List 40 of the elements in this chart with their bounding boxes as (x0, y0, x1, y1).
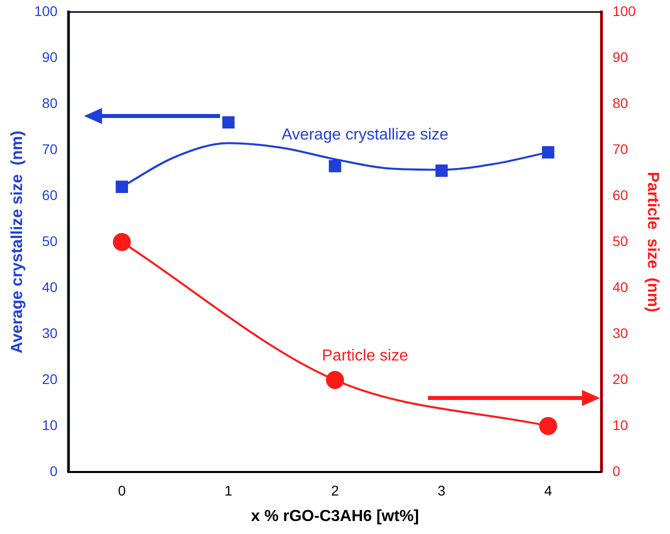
y-tick-label: 80 (42, 94, 58, 111)
y2-tick-label: 80 (612, 94, 628, 111)
y-tick-label: 0 (50, 462, 58, 479)
x-tick-label: 4 (544, 482, 552, 498)
x-tick-label: 0 (118, 482, 126, 498)
y2-tick-label: 70 (612, 140, 628, 157)
y-tick-label: 60 (42, 186, 58, 203)
y-tick-label: 50 (42, 232, 58, 249)
y2-tick-label: 30 (612, 324, 628, 341)
y-tick-label: 10 (42, 416, 58, 433)
y2-tick-label: 20 (612, 370, 628, 387)
y-tick-label: 100 (34, 2, 58, 19)
y-axis-title: Average crystallize size (nm) (9, 130, 26, 354)
y2-tick-label: 50 (612, 232, 628, 249)
point (116, 180, 128, 193)
y2-tick-label: 0 (612, 462, 620, 479)
y2-tick-label: 40 (612, 278, 628, 295)
y2-tick-label: 60 (612, 186, 628, 203)
point (222, 116, 235, 129)
y-tick-label: 70 (42, 140, 58, 157)
point (539, 417, 558, 435)
y-tick-label: 30 (42, 324, 58, 341)
x-axis-title: x % rGO-C3AH6 [wt%] (250, 508, 420, 525)
y2-axis-title: Particle size (nm) (644, 172, 661, 312)
point (435, 164, 448, 177)
point (542, 146, 554, 158)
y2-tick-label: 100 (612, 2, 636, 19)
y2-tick-label: 90 (612, 48, 628, 65)
y-tick-label: 90 (42, 48, 58, 65)
series-label: Average crystallize size (282, 126, 449, 144)
x-tick-label: 2 (331, 482, 340, 498)
series-label: Particle size (322, 347, 408, 364)
y-tick-label: 40 (42, 278, 58, 295)
x-tick-label: 1 (224, 482, 233, 498)
point (326, 371, 344, 389)
y-tick-label: 20 (42, 370, 58, 387)
x-tick-label: 3 (438, 482, 446, 498)
point (328, 160, 342, 172)
point (112, 233, 131, 251)
y2-tick-label: 10 (612, 416, 628, 433)
